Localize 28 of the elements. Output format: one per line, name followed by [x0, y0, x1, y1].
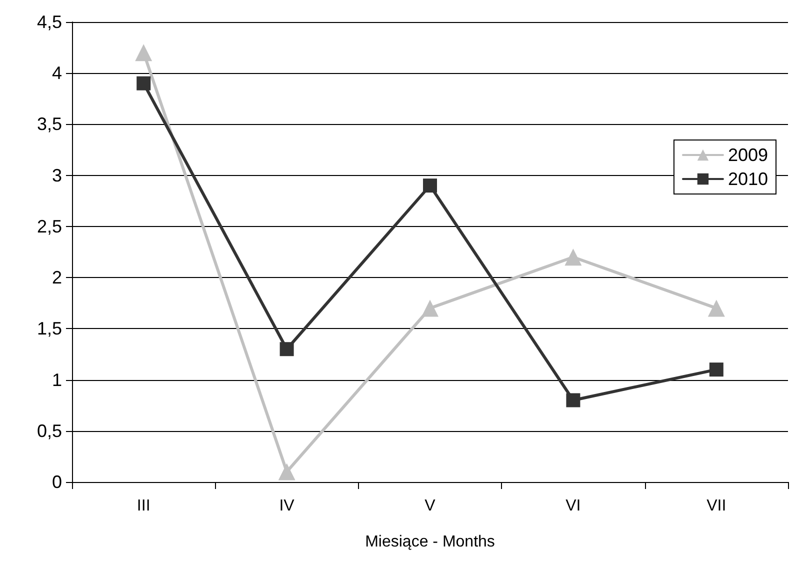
x-tick-label: III: [136, 498, 150, 514]
point: [708, 300, 725, 317]
y-tick-label: 4: [52, 63, 62, 84]
y-tick-label: 3,5: [36, 114, 62, 134]
legend-label: 2009: [728, 145, 768, 165]
x-axis-title: Miesiące - Months: [365, 534, 495, 550]
x-tick-label: VII: [706, 498, 726, 514]
y-tick-label: 1,5: [36, 318, 62, 339]
point: [423, 178, 437, 193]
point: [278, 463, 296, 480]
y-tick-label: 2: [52, 268, 62, 288]
legend-label: 2010: [728, 169, 768, 189]
y-tick-label: 0: [52, 472, 62, 492]
x-tick-label: IV: [279, 498, 295, 514]
x-tick-label: V: [424, 498, 436, 514]
y-tick-label: 3: [52, 165, 62, 186]
point: [280, 342, 294, 356]
y-tick-label: 4,5: [36, 12, 62, 32]
y-tick-label: 1: [52, 370, 62, 390]
y-tick-label: 0,5: [36, 420, 62, 441]
point: [136, 76, 151, 90]
point: [422, 300, 438, 317]
point: [135, 44, 152, 62]
x-tick-label: VI: [566, 498, 581, 514]
point: [566, 393, 580, 408]
point: [564, 248, 582, 266]
y-tick-label: 2,5: [36, 216, 62, 236]
point: [709, 362, 724, 377]
